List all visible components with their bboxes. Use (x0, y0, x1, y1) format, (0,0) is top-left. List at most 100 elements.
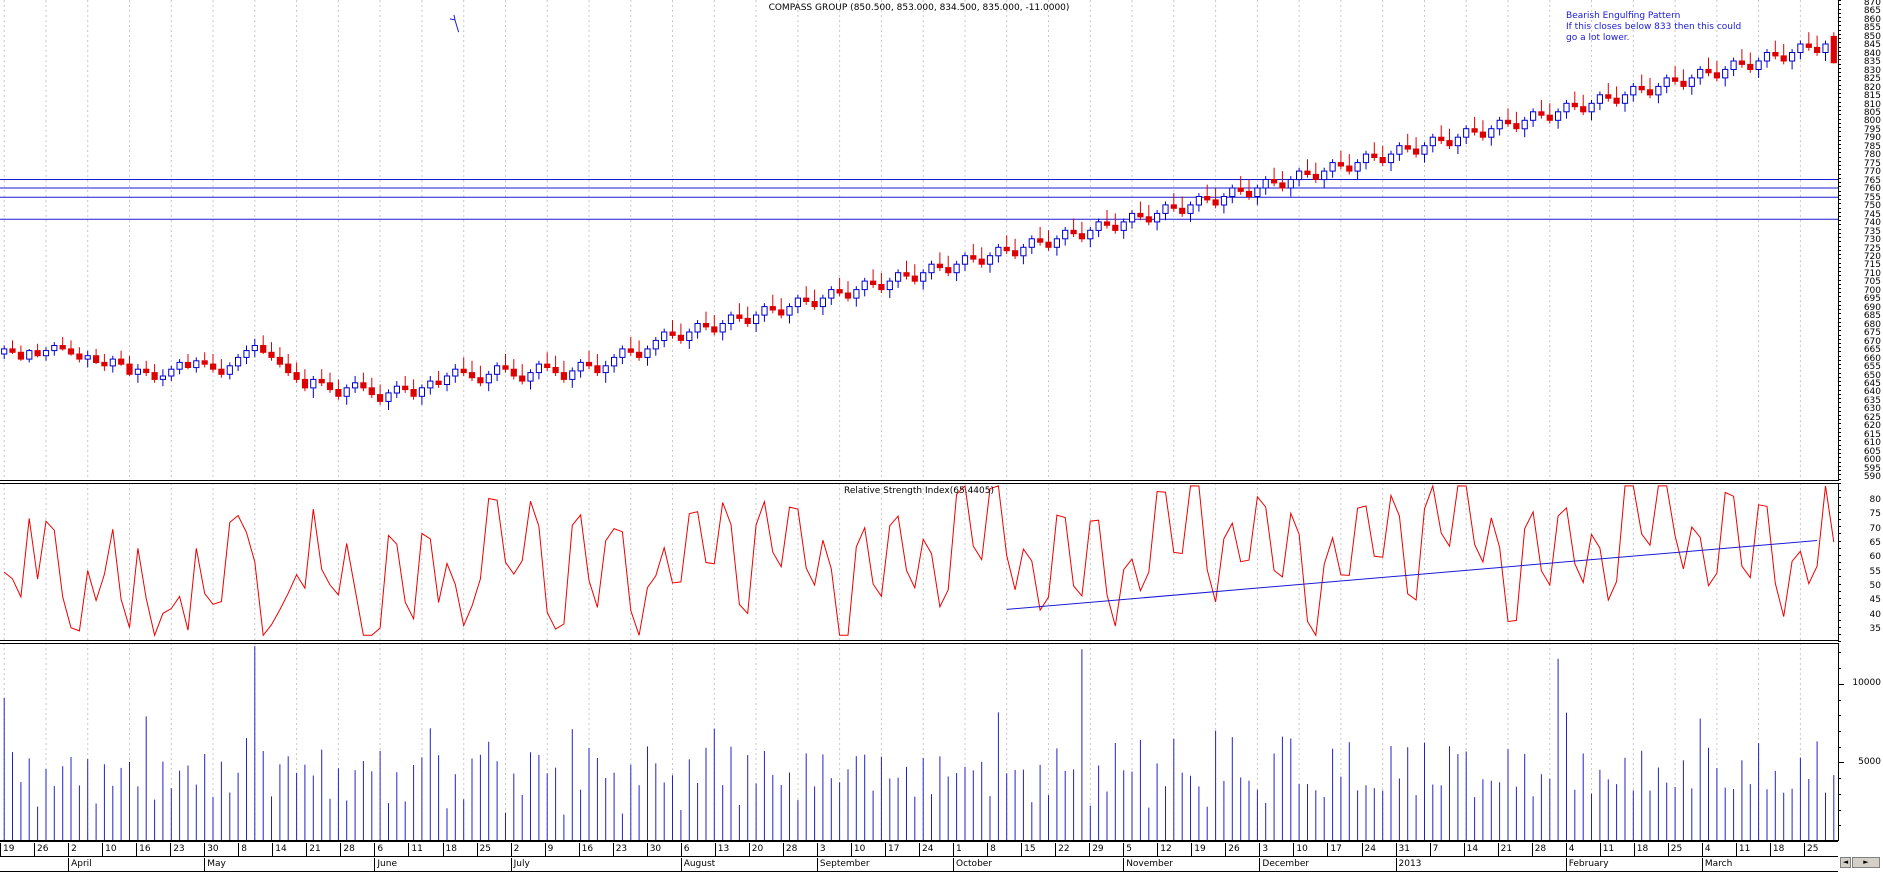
date-axis-day-label: 22 (1055, 843, 1089, 856)
price-axis-mark (1838, 436, 1841, 438)
volume-axis-mark (1838, 715, 1841, 717)
date-axis-day-label: 6 (374, 843, 408, 856)
price-axis-label: 815 (1863, 91, 1881, 101)
price-axis-mark (1838, 72, 1841, 73)
date-axis-day-label: 17 (885, 843, 919, 856)
price-axis-label: 685 (1863, 311, 1881, 322)
price-axis-mark (1838, 431, 1841, 433)
price-axis-mark (1838, 313, 1841, 315)
date-axis-day-label: 1 (953, 843, 987, 856)
price-axis-mark (1838, 309, 1841, 311)
price-axis-mark (1838, 55, 1841, 56)
date-axis-day-label: 3 (1259, 843, 1293, 856)
rsi-axis-mark (1838, 619, 1841, 621)
price-axis-mark (1838, 359, 1841, 361)
date-axis-day-label: 10 (850, 843, 885, 856)
volume-pane-bottom-border (0, 840, 1838, 841)
price-axis-label: 635 (1863, 395, 1881, 406)
price-axis-mark (1838, 131, 1841, 133)
price-axis-mark (1838, 50, 1841, 52)
price-axis-mark (1838, 241, 1841, 243)
volume-axis-mark (1838, 731, 1841, 732)
rsi-axis-mark (1838, 641, 1841, 642)
date-axis-day-label: 10 (102, 843, 136, 856)
price-axis-mark (1838, 283, 1841, 285)
date-axis-day-label: 28 (1531, 843, 1566, 856)
date-axis-day-label: 25 (1804, 843, 1838, 856)
price-axis-mark (1838, 97, 1841, 99)
price-axis-mark (1838, 127, 1841, 128)
price-axis-label: 720 (1863, 251, 1881, 262)
price-axis-label: 755 (1863, 192, 1881, 203)
price-axis-mark (1838, 165, 1841, 167)
price-axis-label: 870 (1863, 0, 1881, 8)
price-axis-mark (1838, 38, 1841, 40)
price-axis-mark (1838, 211, 1841, 213)
price-axis-mark (1838, 114, 1841, 116)
price-axis-label: 705 (1863, 277, 1881, 288)
price-axis-label: 710 (1863, 268, 1881, 279)
price-axis-mark (1838, 8, 1841, 10)
rsi-axis-label: 75 (1869, 509, 1881, 520)
price-axis-mark (1838, 224, 1841, 226)
price-axis-mark (1838, 220, 1841, 222)
price-axis-mark (1838, 427, 1841, 429)
price-plot (0, 0, 1838, 481)
volume-axis-spine (1838, 643, 1839, 841)
price-axis-mark (1838, 296, 1841, 298)
price-axis-mark (1838, 266, 1841, 268)
rsi-axis-label: 40 (1869, 609, 1881, 620)
price-axis-mark (1838, 101, 1841, 103)
price-axis-label: 645 (1863, 379, 1881, 389)
price-axis-mark (1838, 84, 1841, 86)
date-axis-day-label: 21 (1497, 843, 1532, 856)
date-axis-day-label: 30 (646, 843, 681, 856)
annotation-line-1: Bearish Engulfing Pattern (1566, 11, 1681, 21)
scroll-left-button[interactable]: ◄ (1840, 857, 1851, 868)
price-axis-label: 725 (1863, 243, 1881, 254)
rsi-axis-mark (1838, 497, 1841, 499)
volume-axis-mark (1838, 809, 1841, 811)
horizontal-scrollbar[interactable]: ◄ ► (1838, 841, 1883, 885)
rsi-axis-mark (1838, 605, 1841, 607)
rsi-axis-label: 65 (1869, 537, 1881, 548)
rsi-axis-mark (1838, 562, 1841, 563)
volume-axis-mark (1838, 652, 1841, 654)
price-axis-mark (1838, 470, 1841, 471)
price-axis-label: 610 (1863, 438, 1881, 449)
rsi-axis-mark (1838, 583, 1841, 585)
price-axis-mark (1838, 448, 1841, 450)
price-axis-label: 745 (1863, 209, 1881, 220)
price-axis-mark (1838, 186, 1841, 188)
rsi-axis-mark (1838, 533, 1841, 535)
date-axis-day-label: 26 (1225, 843, 1259, 856)
price-axis-label: 855 (1863, 23, 1881, 34)
price-axis-mark (1838, 402, 1841, 404)
date-axis-day-label: 10 (1293, 843, 1327, 856)
price-axis-mark (1838, 271, 1841, 272)
price-axis-mark (1838, 419, 1841, 421)
price-axis-mark (1838, 398, 1841, 399)
price-axis-label: 835 (1863, 57, 1881, 68)
date-axis-day-label: 9 (544, 843, 579, 856)
rsi-axis-label: 50 (1869, 580, 1881, 591)
price-axis-label: 690 (1863, 302, 1881, 313)
price-axis-mark (1838, 321, 1841, 323)
volume-axis: 10000 5000 (1838, 643, 1883, 842)
date-axis-day-label: 2 (510, 843, 545, 856)
price-axis-label: 750 (1863, 201, 1881, 212)
rsi-axis: 80 75 70 65 60 55 50 45 40 35 (1838, 483, 1883, 642)
rsi-axis-mark (1838, 526, 1841, 528)
price-axis-mark (1838, 173, 1841, 175)
date-axis: 19 26 2 10 16 23 30 8 14 21 28 6 11 18 25 2 9 16 23 30 6 13 20… (0, 841, 1883, 885)
price-axis-mark (1838, 80, 1841, 82)
price-axis-mark (1838, 300, 1841, 302)
scroll-right-button[interactable]: ► (1852, 857, 1880, 868)
rsi-axis-mark (1838, 483, 1841, 484)
price-axis-mark (1838, 0, 1841, 1)
rsi-pane-bottom-border (0, 640, 1838, 641)
date-axis-day-label: 19 (1191, 843, 1225, 856)
date-axis-month-label: March (1701, 858, 1838, 871)
price-axis-mark (1838, 139, 1841, 141)
price-axis-label: 830 (1863, 65, 1881, 76)
